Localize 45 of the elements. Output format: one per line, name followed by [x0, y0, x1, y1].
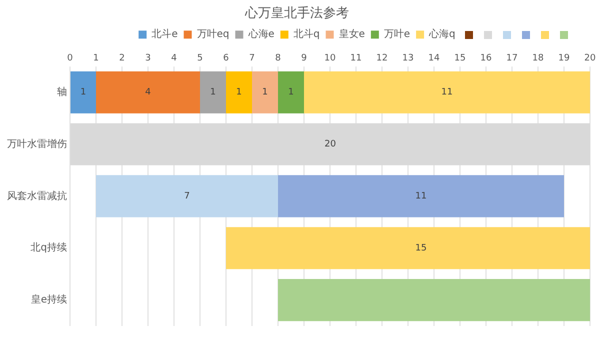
data-label: 11 — [415, 192, 427, 202]
x-tick-label: 6 — [223, 53, 230, 64]
x-tick-label: 17 — [506, 53, 518, 64]
data-label: 1 — [262, 88, 268, 98]
x-tick-label: 15 — [454, 53, 466, 64]
y-tick-label: 轴 — [57, 86, 67, 98]
data-label: 7 — [184, 192, 190, 202]
legend-label: 北斗e — [152, 28, 178, 40]
legend-label: 心海q — [428, 28, 456, 40]
legend-label: 皇女e — [338, 28, 365, 40]
data-label: 1 — [210, 88, 216, 98]
x-tick-label: 10 — [324, 53, 336, 64]
data-label: 1 — [288, 88, 294, 98]
x-tick-label: 19 — [558, 53, 570, 64]
data-label: 15 — [415, 243, 427, 254]
x-tick-label: 18 — [532, 53, 544, 64]
y-tick-label: 皇e持续 — [30, 294, 67, 306]
data-label: 11 — [441, 88, 453, 98]
x-tick-label: 4 — [171, 53, 178, 64]
legend-label: 心海e — [247, 28, 274, 40]
x-tick-label: 5 — [197, 53, 203, 64]
y-tick-label: 北q持续 — [30, 242, 67, 254]
x-tick-label: 0 — [67, 53, 74, 64]
x-tick-label: 8 — [275, 53, 282, 64]
x-tick-label: 9 — [301, 53, 308, 64]
x-tick-label: 7 — [249, 53, 255, 64]
chart-title: 心万皇北手法参考 — [244, 5, 349, 22]
legend-label: 万叶eq — [196, 28, 230, 40]
data-label: 20 — [324, 140, 336, 150]
y-tick-label: 风套水雷减抗 — [7, 190, 67, 202]
x-tick-label: 11 — [350, 53, 362, 64]
x-tick-label: 16 — [480, 53, 492, 64]
data-label: 1 — [236, 88, 242, 98]
x-tick-label: 2 — [119, 53, 125, 64]
y-tick-label: 万叶水雷增伤 — [7, 138, 67, 150]
legend-label: 北斗q — [293, 28, 320, 40]
x-tick-label: 3 — [145, 53, 151, 64]
x-tick-label: 13 — [402, 53, 414, 64]
x-tick-label: 14 — [428, 53, 440, 64]
data-label: 4 — [145, 88, 152, 98]
x-tick-label: 1 — [93, 53, 99, 64]
data-label: 1 — [80, 88, 86, 98]
x-tick-label: 12 — [376, 53, 388, 64]
x-tick-label: 20 — [584, 53, 596, 64]
legend-label: 万叶e — [384, 28, 410, 40]
